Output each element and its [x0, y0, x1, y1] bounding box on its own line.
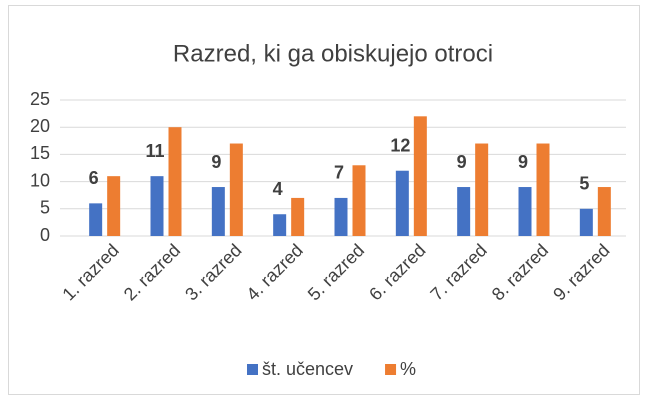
- legend-swatch: [385, 364, 397, 375]
- bar: [597, 187, 611, 236]
- bar: [395, 170, 409, 236]
- y-tick-label: 0: [40, 225, 50, 245]
- bar: [273, 214, 287, 236]
- bar: [579, 208, 593, 236]
- bar: [211, 187, 225, 236]
- legend-swatch: [247, 364, 258, 375]
- bar: [536, 143, 550, 236]
- bar: [150, 176, 164, 236]
- bar: [89, 203, 103, 236]
- bar: [291, 197, 305, 236]
- data-label: 5: [579, 174, 589, 194]
- bar: [518, 187, 532, 236]
- bar: [107, 176, 121, 236]
- y-tick-label: 5: [40, 198, 50, 218]
- data-label: 4: [273, 179, 283, 199]
- data-label: 9: [518, 152, 528, 172]
- legend-label: št. učencev: [262, 359, 353, 379]
- data-label: 7: [334, 163, 344, 183]
- data-label: 9: [457, 152, 467, 172]
- y-tick-label: 20: [30, 116, 50, 136]
- bar: [168, 127, 182, 236]
- data-label: 6: [89, 168, 99, 188]
- data-label: 11: [145, 141, 164, 161]
- bar: [334, 197, 348, 236]
- data-label: 12: [390, 135, 410, 155]
- chart-title: Razred, ki ga obiskujejo otroci: [173, 40, 493, 67]
- y-tick-label: 10: [30, 170, 50, 190]
- bar: [413, 116, 427, 236]
- y-tick-label: 25: [30, 89, 50, 109]
- bar: [352, 165, 366, 236]
- bar: [475, 143, 489, 236]
- data-label: 9: [211, 152, 221, 172]
- legend-label: %: [400, 359, 416, 379]
- bar: [457, 187, 471, 236]
- bar: [229, 143, 243, 236]
- y-tick-label: 15: [30, 143, 50, 163]
